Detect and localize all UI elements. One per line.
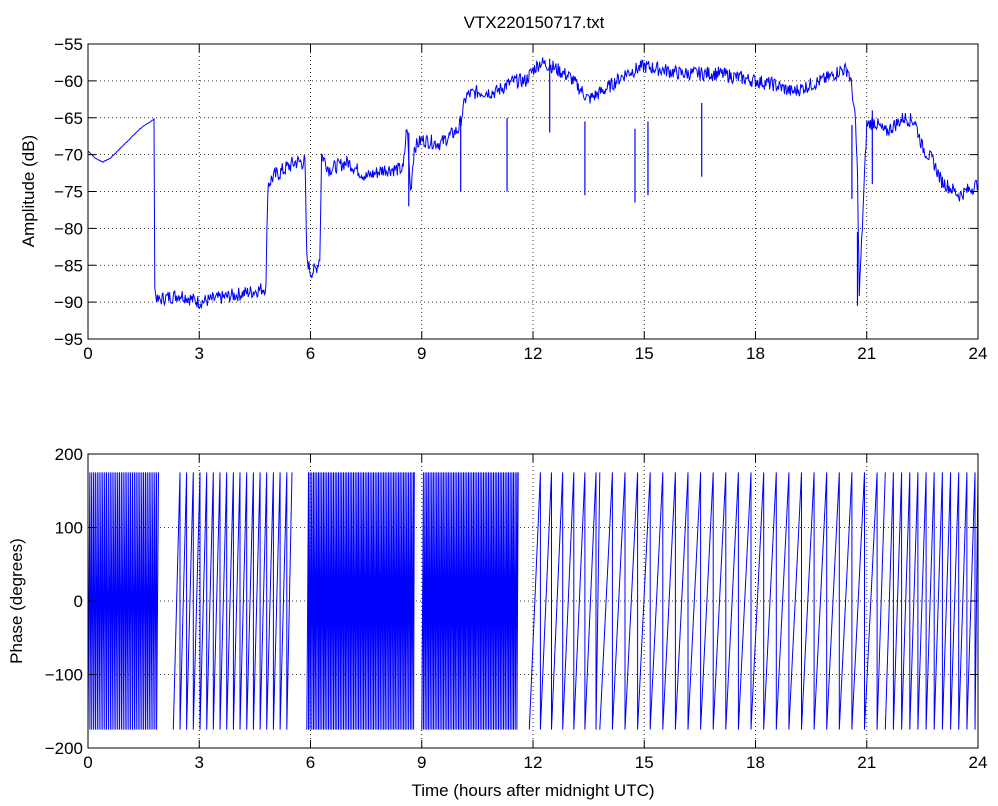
y-tick-label: −60 xyxy=(54,72,83,91)
x-tick-label: 18 xyxy=(746,344,765,363)
x-tick-label: 18 xyxy=(746,753,765,772)
y-tick-label: −90 xyxy=(54,293,83,312)
x-tick-label: 21 xyxy=(857,753,876,772)
phase-line xyxy=(528,472,601,730)
x-tick-label: 24 xyxy=(969,753,988,772)
phase-line xyxy=(306,472,415,730)
y-tick-label: −95 xyxy=(54,330,83,349)
y-tick-label: −85 xyxy=(54,256,83,275)
x-tick-label: 0 xyxy=(83,753,92,772)
y-tick-label: −75 xyxy=(54,183,83,202)
x-tick-label: 12 xyxy=(524,344,543,363)
y-tick-label: 200 xyxy=(55,445,83,464)
y-tick-label: 100 xyxy=(55,519,83,538)
y-tick-label: −80 xyxy=(54,219,83,238)
y-tick-label: −100 xyxy=(45,666,83,685)
amplitude-line xyxy=(88,57,978,309)
phase-ylabel: Phase (degrees) xyxy=(7,538,26,664)
x-tick-label: 6 xyxy=(306,753,315,772)
x-tick-label: 21 xyxy=(857,344,876,363)
y-tick-label: −200 xyxy=(45,739,83,758)
phase-line xyxy=(88,472,159,730)
amplitude-series xyxy=(88,57,978,309)
y-tick-label: −55 xyxy=(54,35,83,54)
phase-ticks: 0 3 6 9 12 15 18 21 24 −200 −100 0 100 200 xyxy=(45,445,988,772)
x-tick-label: 9 xyxy=(417,753,426,772)
x-tick-label: 3 xyxy=(195,344,204,363)
phase-series xyxy=(88,472,978,730)
amplitude-panel: 0 3 6 9 12 15 18 21 24 −95 −90 −85 −80 −75 −70 −65 −60 −5… xyxy=(19,35,987,363)
x-tick-label: 12 xyxy=(524,753,543,772)
phase-line xyxy=(599,472,886,730)
phase-xlabel: Time (hours after midnight UTC) xyxy=(411,781,654,800)
phase-line xyxy=(172,472,293,730)
phase-panel: 0 3 6 9 12 15 18 21 24 −200 −100 0 100 200 Phase (deg… xyxy=(7,445,987,800)
x-tick-label: 9 xyxy=(417,344,426,363)
phase-line xyxy=(421,472,519,730)
amplitude-ylabel: Amplitude (dB) xyxy=(19,135,38,247)
y-tick-label: −70 xyxy=(54,146,83,165)
amplitude-ticks: 0 3 6 9 12 15 18 21 24 −95 −90 −85 −80 −75 −70 −65 −60 −5… xyxy=(54,35,987,363)
x-tick-label: 15 xyxy=(635,344,654,363)
phase-line xyxy=(884,472,978,730)
x-tick-label: 6 xyxy=(306,344,315,363)
amplitude-grid xyxy=(88,44,978,339)
y-tick-label: 0 xyxy=(74,592,83,611)
y-tick-label: −65 xyxy=(54,109,83,128)
x-tick-label: 15 xyxy=(635,753,654,772)
x-tick-label: 24 xyxy=(969,344,988,363)
chart-title: VTX220150717.txt xyxy=(464,13,605,32)
x-tick-label: 0 xyxy=(83,344,92,363)
x-tick-label: 3 xyxy=(195,753,204,772)
